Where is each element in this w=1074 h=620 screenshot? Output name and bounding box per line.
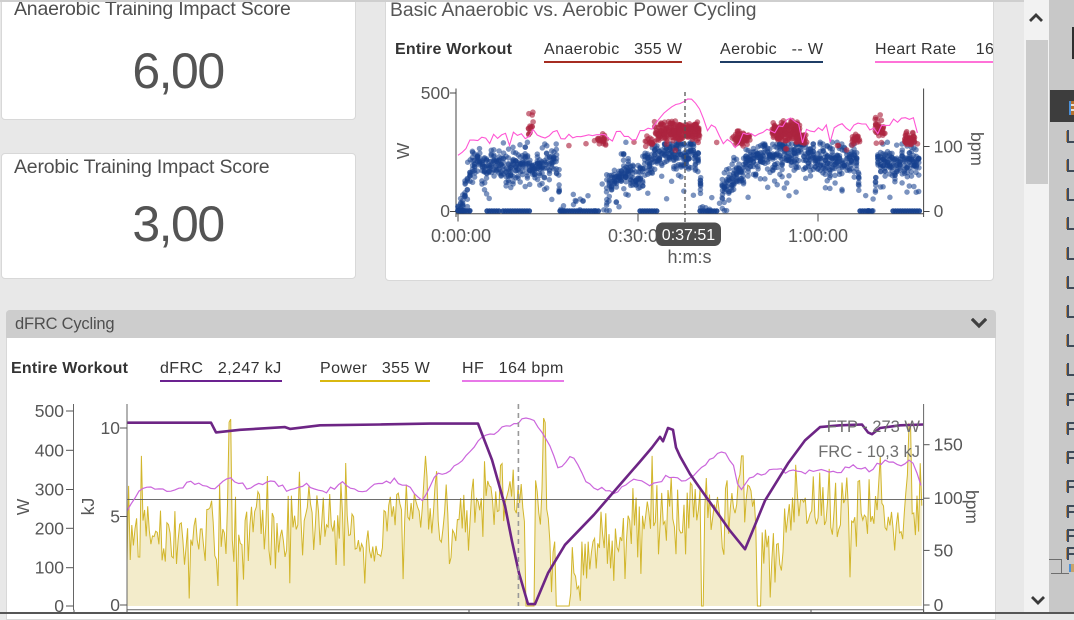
svg-text:1:00:00: 1:00:00	[788, 226, 848, 246]
svg-text:h:m:s: h:m:s	[667, 247, 711, 267]
svg-text:500: 500	[421, 83, 450, 103]
svg-text:bpm: bpm	[967, 132, 987, 166]
svg-text:50: 50	[934, 540, 954, 560]
svg-text:0:37:51: 0:37:51	[662, 227, 715, 244]
svg-text:0:30:00: 0:30:00	[608, 226, 668, 246]
svg-text:W: W	[13, 498, 33, 515]
svg-text:5: 5	[110, 507, 120, 527]
svg-text:W: W	[393, 142, 413, 159]
svg-text:kJ: kJ	[78, 498, 98, 516]
svg-text:0:00:00: 0:00:00	[431, 226, 491, 246]
svg-text:300: 300	[35, 480, 64, 500]
svg-text:150: 150	[934, 435, 963, 455]
svg-text:200: 200	[35, 518, 64, 538]
svg-text:0: 0	[934, 201, 944, 221]
svg-text:400: 400	[35, 440, 64, 460]
svg-text:100: 100	[35, 558, 64, 578]
svg-text:bpm: bpm	[962, 490, 982, 524]
svg-text:0: 0	[440, 201, 450, 221]
svg-text:0: 0	[110, 595, 120, 614]
svg-text:0: 0	[934, 595, 944, 614]
svg-text:100: 100	[934, 488, 963, 508]
svg-text:FTP - 273 W: FTP - 273 W	[827, 418, 921, 436]
svg-text:100: 100	[934, 137, 963, 157]
svg-text:FRC - 10,3 kJ: FRC - 10,3 kJ	[818, 443, 920, 461]
svg-text:0: 0	[54, 596, 64, 614]
svg-text:500: 500	[35, 401, 64, 421]
svg-text:10: 10	[101, 418, 121, 438]
